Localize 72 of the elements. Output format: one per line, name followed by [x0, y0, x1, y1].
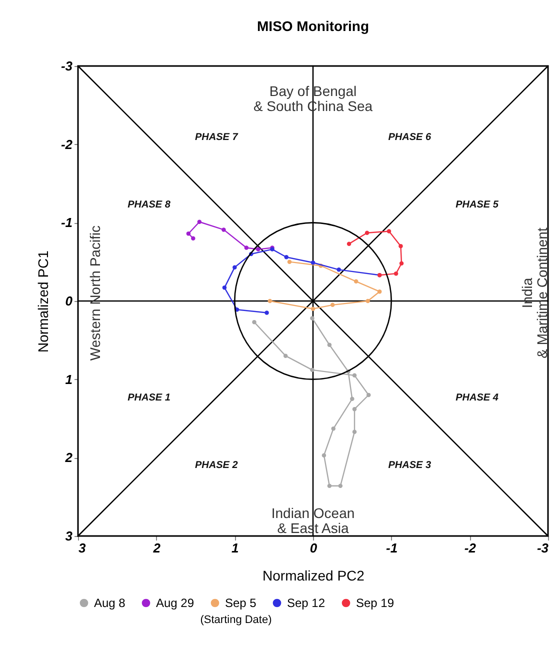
point [346, 242, 352, 246]
y-tick-label: 0 [65, 294, 74, 308]
point [352, 373, 357, 378]
annotation: PHASE 2 [194, 460, 238, 472]
annotation: Western North Pacific [87, 225, 103, 361]
point [331, 426, 336, 431]
x-tick-label: 0 [310, 540, 318, 556]
point [284, 255, 288, 260]
y-axis-title: Normalized PC1 [34, 250, 51, 352]
point [399, 261, 404, 266]
annotation: PHASE 1 [128, 392, 171, 404]
point [191, 236, 196, 240]
point [338, 484, 343, 488]
annotation: PHASE 5 [456, 199, 499, 210]
point [350, 396, 354, 402]
point [366, 392, 371, 398]
legend-label: Sep 12 [287, 596, 326, 610]
y-tick-label: -2 [60, 136, 74, 152]
point [386, 229, 392, 234]
annotation: PHASE 8 [128, 199, 171, 210]
x-tick-label: -2 [464, 540, 477, 556]
x-tick-label: 2 [152, 540, 162, 556]
point [330, 302, 335, 308]
annotation: PHASE 3 [388, 460, 432, 472]
point [366, 298, 370, 304]
point [287, 260, 292, 264]
point [352, 406, 357, 412]
point [222, 286, 227, 290]
y-tick-label: -1 [60, 215, 72, 230]
legend-label: Aug 8 [94, 596, 126, 610]
y-tick-label: -3 [60, 58, 74, 74]
point [264, 310, 269, 315]
x-axis-title: Normalized PC2 [262, 568, 365, 584]
y-tick-label: 1 [65, 372, 72, 387]
point [354, 279, 358, 284]
point [256, 247, 260, 252]
y-tick-label: 3 [65, 528, 74, 544]
legend-label: Sep 19 [356, 596, 394, 610]
legend-label: Sep 5 [225, 596, 257, 610]
annotation: PHASE 7 [194, 132, 238, 143]
point [310, 316, 314, 320]
point [398, 244, 403, 248]
point [244, 246, 249, 250]
point [336, 268, 341, 272]
x-tick-label: 3 [78, 540, 86, 556]
point [268, 298, 272, 304]
annotation: PHASE 4 [456, 392, 499, 404]
point [352, 430, 357, 434]
x-tick-label: 1 [232, 540, 239, 556]
point [327, 484, 332, 488]
point [322, 453, 326, 458]
point [394, 271, 398, 276]
point [232, 265, 237, 270]
point [197, 220, 202, 224]
legend-title: (Starting Date) [200, 614, 272, 626]
point [310, 260, 316, 265]
point [310, 368, 314, 372]
chart-title: MISO Monitoring [257, 18, 369, 34]
point [310, 306, 316, 311]
point [222, 228, 226, 232]
point [364, 230, 370, 235]
annotation: India & Maritime Continent [519, 228, 550, 358]
point [377, 289, 382, 294]
y-tick-label: 2 [64, 450, 74, 466]
x-tick-label: -3 [536, 540, 550, 556]
legend-label: Aug 29 [156, 596, 194, 610]
point [283, 354, 288, 358]
point [252, 320, 256, 324]
point [186, 232, 191, 236]
annotation: PHASE 6 [388, 132, 432, 143]
x-tick-label: -1 [386, 540, 398, 556]
point [327, 342, 332, 347]
